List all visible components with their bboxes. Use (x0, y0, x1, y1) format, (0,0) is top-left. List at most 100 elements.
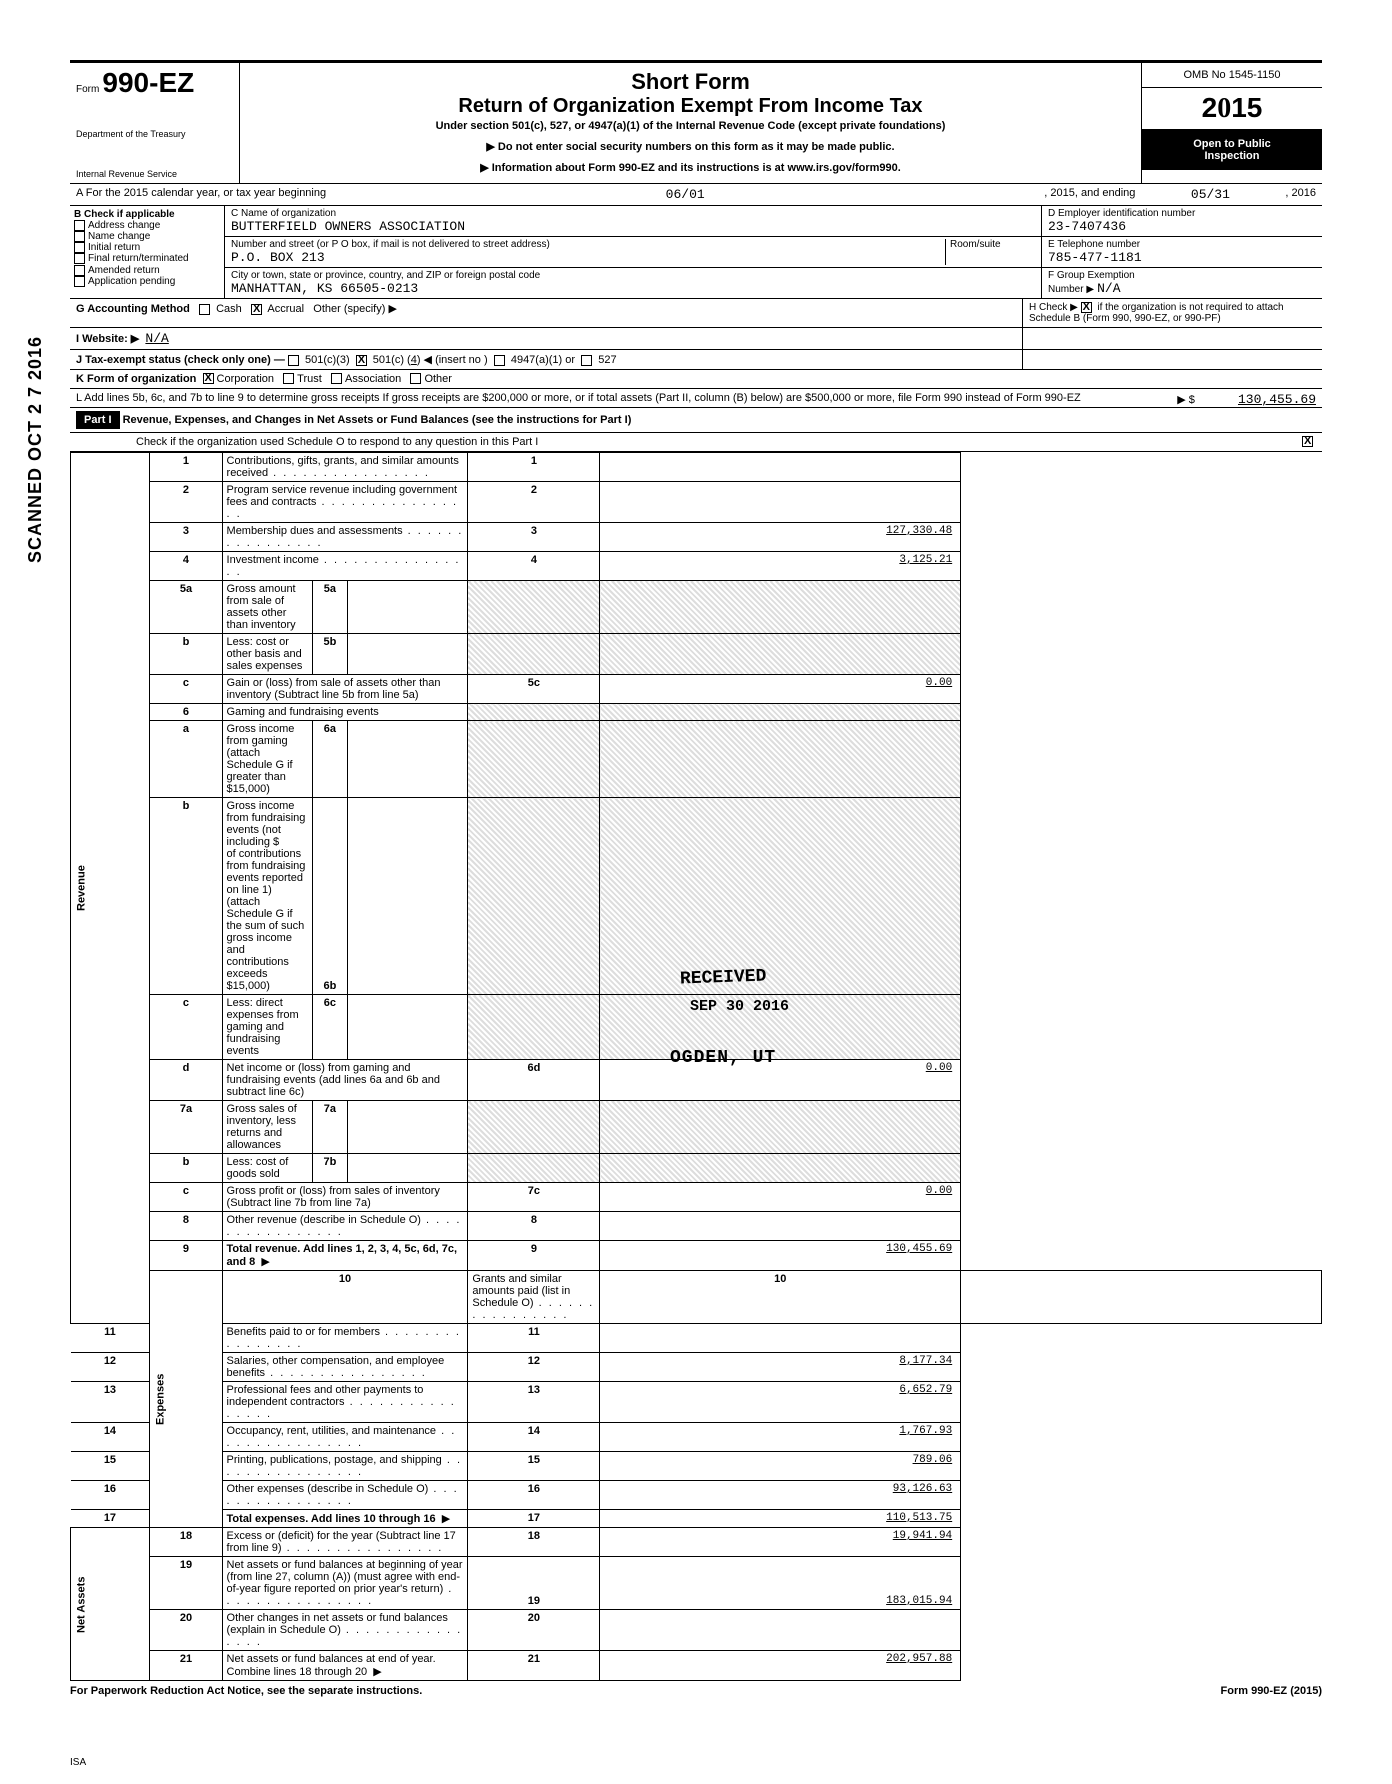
line-17: 17Total expenses. Add lines 10 through 1… (71, 1510, 1322, 1528)
chk-pending[interactable]: Application pending (74, 276, 220, 287)
line-3: 3Membership dues and assessments3127,330… (71, 523, 1322, 552)
line-19: 19Net assets or fund balances at beginni… (71, 1557, 1322, 1610)
part1-check-row: Check if the organization used Schedule … (70, 433, 1322, 452)
row-l: L Add lines 5b, 6c, and 7b to line 9 to … (70, 389, 1322, 408)
ssn-notice: ▶ Do not enter social security numbers o… (246, 140, 1135, 153)
group-num: N/A (1097, 281, 1120, 296)
chk-amended[interactable]: Amended return (74, 265, 220, 276)
dept-irs: Internal Revenue Service (76, 169, 233, 179)
line-6b: bGross income from fundraising events (n… (71, 798, 1322, 995)
row-g: G Accounting Method Cash Accrual Other (… (70, 299, 1322, 328)
open-public-1: Open to Public (1146, 138, 1318, 150)
line-18: Net Assets 18Excess or (deficit) for the… (71, 1528, 1322, 1557)
row-a-label: A For the 2015 calendar year, or tax yea… (76, 187, 326, 202)
chk-other-org[interactable] (410, 373, 421, 384)
line-7b: bLess: cost of goods sold7b (71, 1154, 1322, 1183)
row-k-label: K Form of organization (76, 373, 196, 385)
line-16: 16Other expenses (describe in Schedule O… (71, 1481, 1322, 1510)
chk-trust[interactable] (283, 373, 294, 384)
line-5c: cGain or (loss) from sale of assets othe… (71, 675, 1322, 704)
form-label: Form (76, 84, 99, 95)
return-title: Return of Organization Exempt From Incom… (246, 95, 1135, 118)
chk-4947[interactable] (494, 355, 505, 366)
row-a: A For the 2015 calendar year, or tax yea… (70, 184, 1322, 206)
chk-name[interactable]: Name change (74, 231, 220, 242)
line-2: 2Program service revenue including gover… (71, 482, 1322, 523)
dept-treasury: Department of the Treasury (76, 129, 233, 139)
line-9: 9Total revenue. Add lines 1, 2, 3, 4, 5c… (71, 1241, 1322, 1271)
line-20: 20Other changes in net assets or fund ba… (71, 1610, 1322, 1651)
line-5b: bLess: cost or other basis and sales exp… (71, 634, 1322, 675)
line-10: Expenses 10Grants and similar amounts pa… (71, 1271, 1322, 1324)
group-label: F Group Exemption (1048, 270, 1316, 281)
chk-501c3[interactable] (288, 355, 299, 366)
chk-initial[interactable]: Initial return (74, 242, 220, 253)
header-left: Form 990-EZ Department of the Treasury I… (70, 63, 240, 183)
chk-schedule-b[interactable] (1081, 302, 1092, 313)
tel-row: E Telephone number 785-477-1181 (1042, 237, 1322, 268)
scanned-stamp: SCANNED OCT 2 7 2016 (25, 336, 46, 563)
line-6: 6Gaming and fundraising events (71, 704, 1322, 721)
org-name-row: C Name of organization BUTTERFIELD OWNER… (225, 206, 1041, 237)
chk-final[interactable]: Final return/terminated (74, 253, 220, 264)
chk-schedule-o[interactable] (1302, 436, 1313, 447)
org-city-row: City or town, state or province, country… (225, 268, 1041, 298)
org-name-label: C Name of organization (231, 208, 1035, 219)
line-21: 21Net assets or fund balances at end of … (71, 1651, 1322, 1681)
netassets-label: Net Assets (71, 1528, 150, 1681)
row-h: H Check ▶ if the organization is not req… (1022, 299, 1322, 327)
org-name: BUTTERFIELD OWNERS ASSOCIATION (231, 219, 1035, 234)
omb-number: OMB No 1545-1150 (1142, 63, 1322, 88)
chk-cash[interactable] (199, 304, 210, 315)
row-i-label: I Website: ▶ (76, 333, 139, 345)
header-right: OMB No 1545-1150 20201515 Open to Public… (1142, 63, 1322, 183)
open-public: Open to Public Inspection (1142, 130, 1322, 170)
line-14: 14Occupancy, rent, utilities, and mainte… (71, 1423, 1322, 1452)
line-1: Revenue 1Contributions, gifts, grants, a… (71, 453, 1322, 482)
org-city: MANHATTAN, KS 66505-0213 (231, 281, 1035, 296)
chk-501c[interactable] (356, 355, 367, 366)
chk-accrual[interactable] (251, 304, 262, 315)
addr-label: Number and street (or P O box, if mail i… (231, 239, 945, 250)
org-address: P.O. BOX 213 (231, 250, 945, 265)
section-bcd: B Check if applicable Address change Nam… (70, 206, 1322, 299)
stamp-received: RECEIVED (680, 966, 767, 989)
line-6a: aGross income from gaming (attach Schedu… (71, 721, 1322, 798)
form-page: SCANNED OCT 2 7 2016 Form 990-EZ Departm… (70, 60, 1322, 1697)
line-15: 15Printing, publications, postage, and s… (71, 1452, 1322, 1481)
header-center: Short Form Return of Organization Exempt… (240, 63, 1142, 183)
chk-assoc[interactable] (331, 373, 342, 384)
line-11: 11Benefits paid to or for members11 (71, 1324, 1322, 1353)
city-label: City or town, state or province, country… (231, 270, 1035, 281)
tax-year-begin: 06/01 (326, 187, 1044, 202)
isa-mark: ISA (70, 1757, 1322, 1768)
org-addr-row: Number and street (or P O box, if mail i… (225, 237, 1041, 268)
row-a-mid: , 2015, and ending (1044, 187, 1135, 202)
ein-row: D Employer identification number 23-7407… (1042, 206, 1322, 237)
tax-year: 20201515 (1142, 88, 1322, 130)
tax-year-end-month: 05/31 (1135, 187, 1285, 202)
group-num-label: Number ▶ (1048, 284, 1094, 295)
row-h-label: H Check ▶ (1029, 302, 1078, 313)
chk-527[interactable] (581, 355, 592, 366)
row-k: K Form of organization Corporation Trust… (70, 370, 1322, 389)
group-row: F Group Exemption Number ▶ N/A (1042, 268, 1322, 298)
col-b-header: B Check if applicable (74, 209, 220, 220)
tel-label: E Telephone number (1048, 239, 1316, 250)
tel-value: 785-477-1181 (1048, 250, 1316, 265)
chk-address[interactable]: Address change (74, 220, 220, 231)
expenses-label: Expenses (150, 1271, 222, 1528)
col-d: D Employer identification number 23-7407… (1042, 206, 1322, 298)
line-4: 4Investment income43,125.21 (71, 552, 1322, 581)
revenue-label: Revenue (71, 453, 150, 1324)
line-13: 13Professional fees and other payments t… (71, 1382, 1322, 1423)
row-j: J Tax-exempt status (check only one) — 5… (70, 350, 1322, 370)
form-header: Form 990-EZ Department of the Treasury I… (70, 63, 1322, 184)
chk-corp[interactable] (203, 373, 214, 384)
row-g-label: G Accounting Method (76, 303, 190, 315)
room-suite-label: Room/suite (945, 239, 1035, 265)
row-l-arrow: ▶ $ (1177, 394, 1195, 406)
row-i: I Website: ▶ N/A (70, 328, 1322, 350)
part1-label: Part I (76, 411, 120, 429)
info-notice: ▶ Information about Form 990-EZ and its … (246, 161, 1135, 174)
